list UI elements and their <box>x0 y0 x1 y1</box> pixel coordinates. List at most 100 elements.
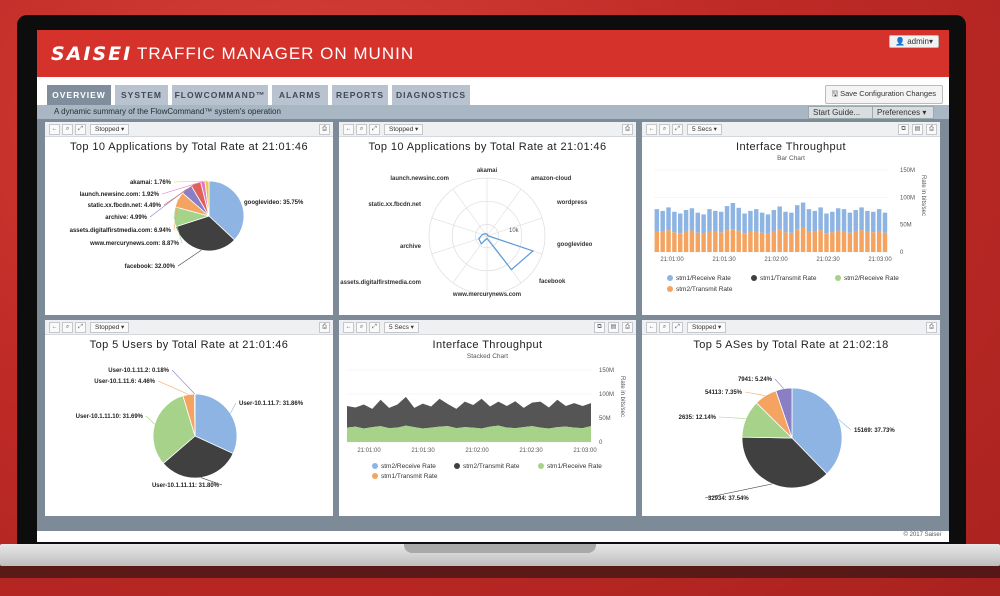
slice-label: 32934: 37.54% <box>708 496 749 502</box>
zoom-icon[interactable]: ⌕ <box>356 124 367 135</box>
slice-label: assets.digitalfirstmedia.com: 6.94% <box>70 228 172 234</box>
radar-axis-label: wordpress <box>556 200 588 206</box>
export-icon[interactable]: ⧉ <box>898 124 909 135</box>
back-icon[interactable]: ← <box>343 322 354 333</box>
legend-label: stm2/Receive Rate <box>381 463 436 470</box>
laptop-shadow <box>0 566 1000 578</box>
interval-dropdown[interactable]: 5 Secs ▾ <box>687 124 722 135</box>
zoom-icon[interactable]: ⌕ <box>62 322 73 333</box>
bar-stm2-transmit <box>800 227 806 252</box>
leader-line <box>173 180 208 183</box>
interval-dropdown[interactable]: 5 Secs ▾ <box>384 322 419 333</box>
panel-title: Interface Throughput <box>736 141 846 153</box>
settings-icon[interactable]: ▤ <box>608 322 619 333</box>
zoom-icon[interactable]: ⌕ <box>659 322 670 333</box>
panel-top-apps-pie: ← ⌕ ⤢ Stopped ▾ ⎙ Top 10 Applications by… <box>45 122 333 315</box>
panel-title: Top 10 Applications by Total Rate at 21:… <box>368 141 607 153</box>
x-tick-label: 21:03:00 <box>573 448 597 454</box>
bar-chart-throughput: 0 50M 100M 150M Rate in bits/sec 21:01:00 21:0… <box>654 168 926 293</box>
zoom-icon[interactable]: ⌕ <box>356 322 367 333</box>
radar-axis-label: archive <box>400 244 422 250</box>
radar-spoke <box>486 188 522 237</box>
bar-stm2-transmit <box>695 232 700 252</box>
x-tick-label: 21:02:00 <box>465 448 489 454</box>
bar-stm1-receive <box>806 209 812 232</box>
print-icon[interactable]: ⎙ <box>319 124 330 135</box>
bar-stm2-transmit <box>783 232 788 252</box>
legend-swatch <box>835 275 841 281</box>
slice-label: 15169: 37.73% <box>854 428 895 434</box>
bar-stm2-transmit <box>789 232 794 252</box>
refresh-dropdown[interactable]: Stopped ▾ <box>384 124 424 135</box>
expand-icon[interactable]: ⤢ <box>75 124 86 135</box>
bar-stm1-receive <box>859 207 864 231</box>
slice-label: 2635: 12.14% <box>679 415 717 421</box>
leader-line <box>230 402 237 414</box>
refresh-dropdown[interactable]: Stopped ▾ <box>687 322 727 333</box>
export-icon[interactable]: ⧉ <box>594 322 605 333</box>
start-guide-button[interactable]: Start Guide... <box>808 106 878 119</box>
preferences-button[interactable]: Preferences ▾ <box>872 106 934 119</box>
print-icon[interactable]: ⎙ <box>926 322 937 333</box>
back-icon[interactable]: ← <box>646 124 657 135</box>
refresh-dropdown[interactable]: Stopped ▾ <box>90 322 130 333</box>
settings-icon[interactable]: ▤ <box>912 124 923 135</box>
app-screen: SAISEI TRAFFIC MANAGER ON MUNIN 👤 admin▾… <box>37 30 949 542</box>
bar-stm1-receive <box>666 207 671 231</box>
bar-stm1-receive <box>853 210 858 232</box>
panel-toolbar: ← ⌕ ⤢ 5 Secs ▾ ⧉ ▤ ⎙ <box>339 320 636 335</box>
brand-logo: SAISEI <box>51 43 133 65</box>
y-axis-label: Rate in bits/sec <box>920 175 926 216</box>
radar-spoke <box>431 235 488 255</box>
area-chart-throughput: 0 50M 100M 150M Rate in bits/sec 21:01:00 21:0… <box>347 368 625 480</box>
back-icon[interactable]: ← <box>646 322 657 333</box>
bar-stm1-receive <box>689 208 695 231</box>
x-tick-label: 21:02:00 <box>764 257 788 263</box>
radar-axis-label: akamai <box>477 168 498 174</box>
expand-icon[interactable]: ⤢ <box>672 124 683 135</box>
tab-reports[interactable]: REPORTS <box>332 85 388 105</box>
area-stm2-transmit <box>347 396 591 429</box>
bar-stm2-transmit <box>672 232 677 252</box>
print-icon[interactable]: ⎙ <box>622 322 633 333</box>
bar-stm2-transmit <box>666 230 671 252</box>
user-menu[interactable]: 👤 admin▾ <box>889 35 939 48</box>
leader-line <box>177 249 202 267</box>
legend-swatch <box>372 463 378 469</box>
pie-slice-User-10.1.11.11 <box>162 435 234 479</box>
legend-label: stm2/Transmit Rate <box>463 463 520 470</box>
tab-flowcommand[interactable]: FLOWCOMMAND™ <box>172 85 268 105</box>
bar-stm2-transmit <box>736 230 741 252</box>
expand-icon[interactable]: ⤢ <box>672 322 683 333</box>
legend-label: stm1/Transmit Rate <box>760 275 817 282</box>
bar-stm1-receive <box>713 210 718 232</box>
tab-overview[interactable]: OVERVIEW <box>47 85 111 105</box>
zoom-icon[interactable]: ⌕ <box>659 124 670 135</box>
bar-stm1-receive <box>777 206 782 230</box>
back-icon[interactable]: ← <box>49 322 60 333</box>
bar-stm2-transmit <box>847 232 853 252</box>
expand-icon[interactable]: ⤢ <box>369 322 380 333</box>
print-icon[interactable]: ⎙ <box>319 322 330 333</box>
slice-label: akamai: 1.76% <box>130 180 172 186</box>
refresh-dropdown[interactable]: Stopped ▾ <box>90 124 130 135</box>
zoom-icon[interactable]: ⌕ <box>62 124 73 135</box>
bar-stm2-transmit <box>835 230 841 252</box>
print-icon[interactable]: ⎙ <box>926 124 937 135</box>
tab-alarms[interactable]: ALARMS <box>272 85 328 105</box>
bar-stm2-transmit <box>654 231 660 252</box>
print-icon[interactable]: ⎙ <box>622 124 633 135</box>
back-icon[interactable]: ← <box>49 124 60 135</box>
save-config-button[interactable]: 🖫 Save Configuration Changes <box>824 85 943 104</box>
tab-diagnostics[interactable]: DIAGNOSTICS <box>392 85 470 105</box>
bar-stm2-transmit <box>701 233 706 252</box>
expand-icon[interactable]: ⤢ <box>75 322 86 333</box>
tab-system[interactable]: SYSTEM <box>115 85 168 105</box>
bar-stm2-transmit <box>812 231 817 252</box>
expand-icon[interactable]: ⤢ <box>369 124 380 135</box>
bar-stm2-transmit <box>771 231 777 252</box>
radar-axis-label: static.xx.fbcdn.net <box>368 202 421 208</box>
bar-stm1-receive <box>707 209 712 232</box>
back-icon[interactable]: ← <box>343 124 354 135</box>
bar-stm1-receive <box>672 211 677 233</box>
